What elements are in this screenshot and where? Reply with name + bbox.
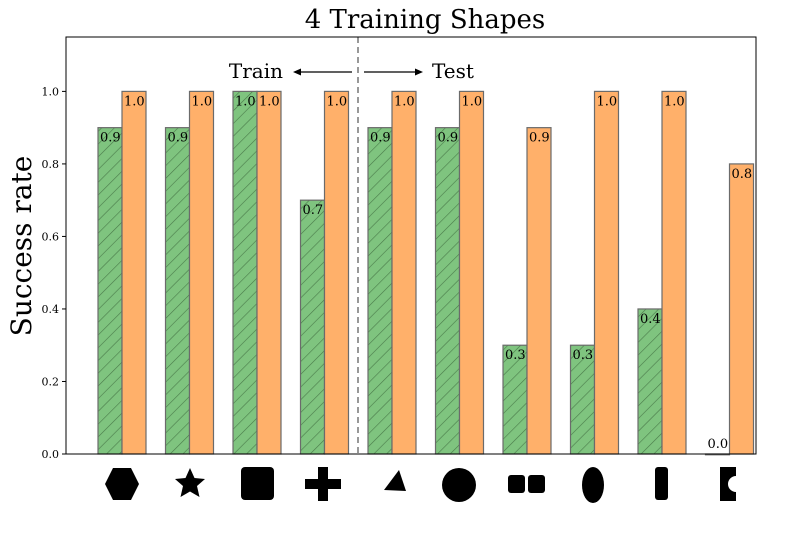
data-label-series-b-circle: 1.0 [462,94,483,109]
bar-series-b-circle [458,90,485,455]
bar-series-b-ellipse [593,90,620,455]
circle-shape-icon [442,468,476,502]
data-label-series-b-star: 1.0 [192,94,213,109]
y-tick-label: 0.4 [42,303,60,316]
data-label-series-b-bar: 1.0 [664,94,685,109]
data-label-series-a-hexagon: 0.9 [100,131,121,146]
train-arrowhead [293,68,301,76]
data-label-series-b-plus: 1.0 [327,94,348,109]
y-tick-label: 1.0 [42,85,60,98]
y-tick-label: 0.6 [42,230,60,243]
plot-frame [65,36,757,455]
bar-series-b-two-squares [526,127,552,455]
chart-title: 4 Training Shapes [305,5,546,35]
y-tick-label: 0.2 [42,375,60,388]
bar-shape-icon [655,467,668,500]
hexagon-shape-icon [105,468,139,500]
bar-series-a-circle [434,127,461,455]
data-label-series-a-bar: 0.4 [640,312,661,327]
data-label-series-b-ellipse: 1.0 [597,94,618,109]
data-label-series-b-triangle: 1.0 [394,94,415,109]
train-annotation: Train [229,59,283,83]
bar-series-b-square [256,90,282,455]
c-shape-icon [720,467,736,501]
data-label-series-a-two-squares: 0.3 [505,348,526,363]
y-axis-label: Success rate [5,156,38,337]
two-squares-left-icon [508,475,525,493]
bar-series-b-hexagon [121,90,147,455]
y-tick-label: 0.0 [42,448,60,461]
bar-series-a-ellipse [569,344,596,455]
bar-series-b-c-shape [728,163,755,455]
bar-series-b-star [188,90,215,455]
data-label-series-b-hexagon: 1.0 [124,94,145,109]
data-label-series-a-triangle: 0.9 [370,131,391,146]
y-tick-label: 0.8 [42,158,60,171]
bar-series-b-triangle [391,90,417,455]
bar-series-a-plus [299,199,326,455]
data-label-series-a-c-shape: 0.0 [708,437,729,452]
square-shape-icon [241,467,274,500]
triangle-shape-icon [384,470,406,491]
data-label-series-a-circle: 0.9 [438,131,459,146]
star-shape-icon [175,468,205,497]
data-label-series-a-square: 1.0 [235,94,256,109]
ellipse-shape-icon [582,467,604,503]
bar-series-a-hexagon [97,127,123,455]
bar-series-a-two-squares [502,344,528,455]
bar-series-a-square [232,90,258,455]
bar-series-b-bar [661,90,687,455]
data-label-series-b-two-squares: 0.9 [529,131,550,146]
bar-series-a-star [164,127,191,455]
test-arrowhead [415,68,423,76]
data-label-series-a-star: 0.9 [168,131,189,146]
bar-series-a-bar [637,308,663,455]
test-annotation: Test [432,59,474,83]
bar-series-a-triangle [367,127,393,455]
data-label-series-a-plus: 0.7 [303,203,324,218]
two-squares-right-icon [528,475,545,493]
bar-series-b-plus [323,90,350,455]
data-label-series-b-c-shape: 0.8 [732,167,753,182]
data-label-series-b-square: 1.0 [259,94,280,109]
data-label-series-a-ellipse: 0.3 [573,348,594,363]
plus-shape-icon [305,467,341,501]
